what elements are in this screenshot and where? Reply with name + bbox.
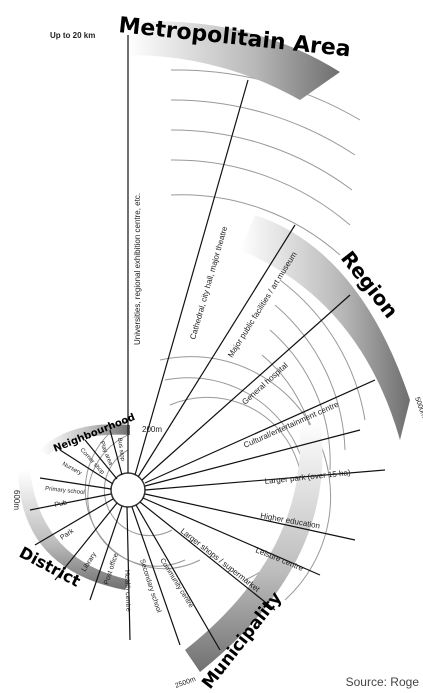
distance-200m: 200m xyxy=(142,425,162,434)
neighbourhood-band xyxy=(40,424,130,455)
distance-2500m: 2500m xyxy=(174,676,197,690)
facility-cathedral: Cathedral, city hall, major theatre xyxy=(188,225,229,341)
radial-arrows xyxy=(29,35,386,651)
distance-5000m: 5000m xyxy=(413,396,423,419)
facility-universities: Universities, regional exhibition centre… xyxy=(133,193,142,345)
facility-hospital: General hospital xyxy=(240,361,289,407)
source-caption: Source: Roge xyxy=(345,675,419,689)
metropolitan-band xyxy=(128,21,340,100)
facility-bus: Bus stop xyxy=(116,437,125,462)
region-band xyxy=(240,215,410,440)
distance-600m: 600m xyxy=(12,490,21,510)
facility-health: Health centre xyxy=(123,570,131,612)
facility-play: Play area xyxy=(98,441,113,467)
facility-shops: Larger shops / supermarket xyxy=(179,526,262,594)
facility-public: Major public facilities / art museum xyxy=(226,250,299,359)
facility-school: Primary school xyxy=(45,486,85,496)
facility-nursery: Nursery xyxy=(61,461,82,476)
district-band xyxy=(18,470,130,590)
facility-pub: Pub xyxy=(54,499,68,508)
facility-corner: Corner shop xyxy=(79,447,106,476)
distance-up-to: Up to 20 km xyxy=(50,31,95,40)
municipality-band xyxy=(185,420,323,672)
